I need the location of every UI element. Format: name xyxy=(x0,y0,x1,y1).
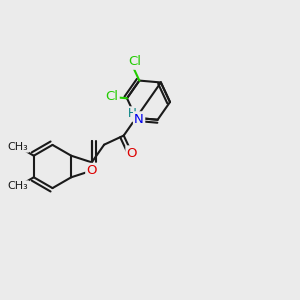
Text: Cl: Cl xyxy=(105,90,119,103)
Text: N: N xyxy=(134,112,144,126)
Text: Cl: Cl xyxy=(129,56,142,68)
Text: CH₃: CH₃ xyxy=(8,142,28,152)
Text: H: H xyxy=(128,107,137,121)
Text: O: O xyxy=(127,147,137,160)
Text: O: O xyxy=(86,164,97,177)
Text: CH₃: CH₃ xyxy=(8,182,28,191)
